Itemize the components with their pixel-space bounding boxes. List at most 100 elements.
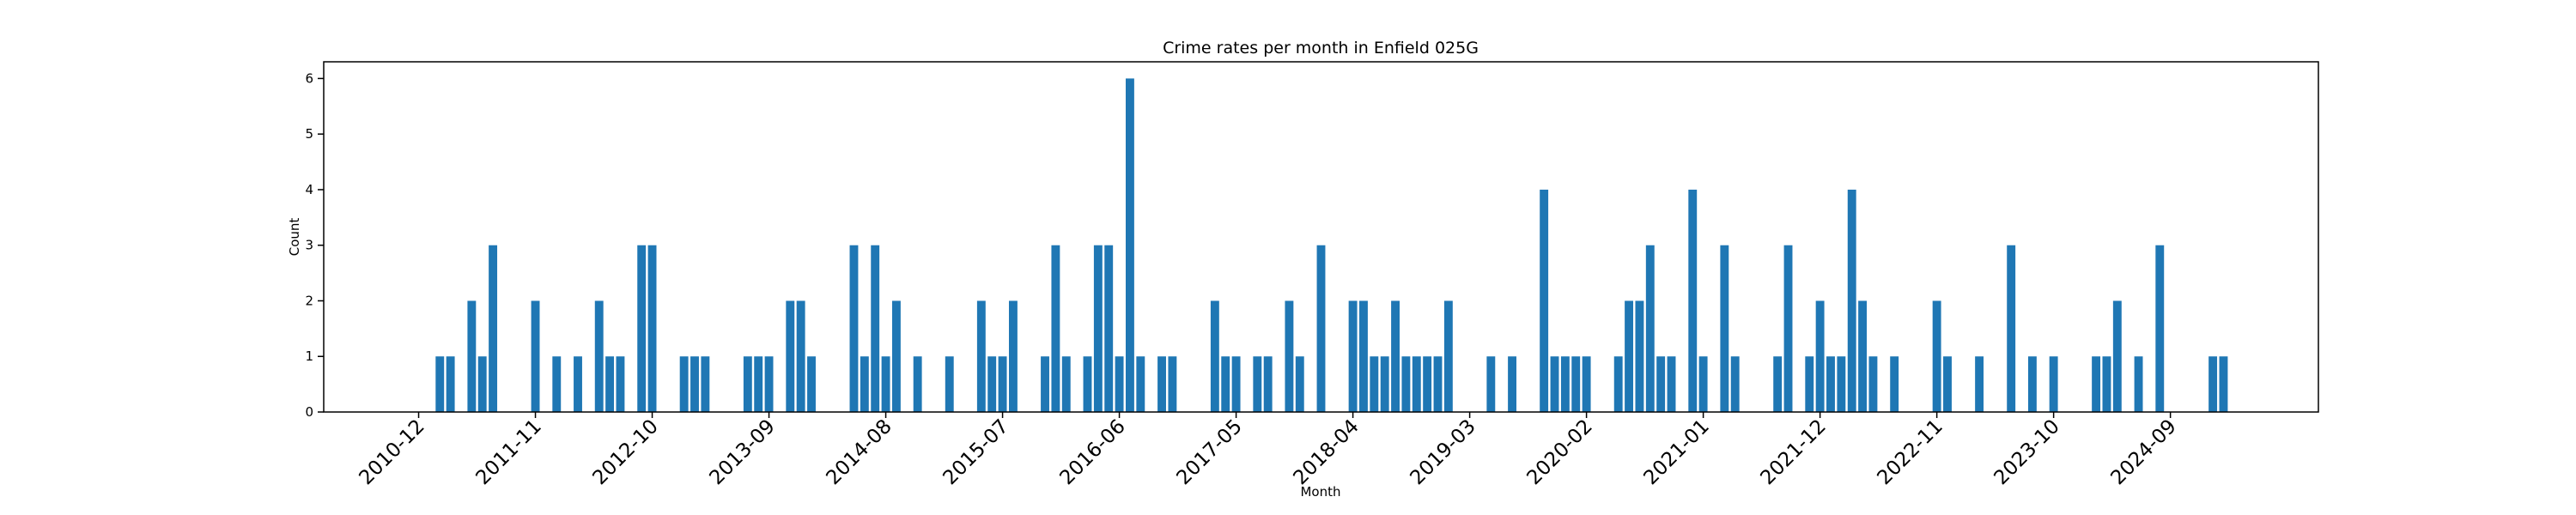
bar xyxy=(1550,356,1559,412)
y-axis-label: Count xyxy=(287,218,302,257)
y-tick-label: 6 xyxy=(305,70,313,86)
bar xyxy=(1061,356,1071,412)
bar xyxy=(1486,356,1496,412)
bar xyxy=(1316,245,1326,412)
bar xyxy=(1041,356,1049,412)
x-tick-label: 2022-11 xyxy=(1874,415,1947,489)
bar xyxy=(1613,356,1623,412)
x-axis-label: Month xyxy=(1300,484,1340,500)
bar xyxy=(1858,300,1868,412)
bar xyxy=(976,300,986,412)
bar xyxy=(1837,356,1846,412)
bar xyxy=(1168,356,1177,412)
bar xyxy=(1847,189,1856,412)
bar xyxy=(574,356,582,412)
bar xyxy=(754,356,763,412)
y-tick-label: 0 xyxy=(305,404,313,420)
x-tick-label: 2010-12 xyxy=(355,415,428,489)
bar xyxy=(594,300,604,412)
bar xyxy=(1083,356,1092,412)
x-tick-label: 2020-02 xyxy=(1523,415,1597,489)
x-tick-label: 2021-12 xyxy=(1757,415,1831,489)
bar xyxy=(489,245,498,412)
bar xyxy=(1263,356,1273,412)
bar xyxy=(786,300,795,412)
bar xyxy=(1571,356,1581,412)
bar xyxy=(1412,356,1421,412)
bar xyxy=(913,356,922,412)
bar xyxy=(1348,300,1358,412)
y-tick-label: 4 xyxy=(305,182,313,197)
bar xyxy=(531,300,540,412)
bar xyxy=(1826,356,1835,412)
bar xyxy=(701,356,710,412)
bar xyxy=(2112,300,2122,412)
bar xyxy=(637,245,647,412)
bar xyxy=(435,356,445,412)
bar xyxy=(2208,356,2218,412)
bar xyxy=(849,245,859,412)
bar xyxy=(764,356,774,412)
bar xyxy=(1115,356,1124,412)
bar xyxy=(2092,356,2101,412)
x-tick-label: 2021-01 xyxy=(1640,415,1714,489)
bar xyxy=(1125,78,1134,412)
bar xyxy=(679,356,689,412)
y-tick-label: 1 xyxy=(305,348,313,364)
x-tick-label: 2011-11 xyxy=(471,415,545,489)
bar xyxy=(1688,189,1698,412)
bar xyxy=(1508,356,1517,412)
bar xyxy=(1720,245,1729,412)
bar xyxy=(1370,356,1379,412)
bar xyxy=(1656,356,1666,412)
bar xyxy=(2049,356,2058,412)
bar xyxy=(1295,356,1304,412)
bar xyxy=(552,356,562,412)
bar xyxy=(1157,356,1166,412)
bar xyxy=(1890,356,1899,412)
bar xyxy=(1231,356,1241,412)
bar xyxy=(998,356,1007,412)
bar xyxy=(647,245,657,412)
bar xyxy=(2219,356,2228,412)
x-tick-label: 2015-07 xyxy=(939,415,1012,489)
bar xyxy=(1423,356,1432,412)
bar xyxy=(1582,356,1591,412)
bar xyxy=(2155,245,2165,412)
y-tick-label: 5 xyxy=(305,126,313,142)
x-tick-label: 2013-09 xyxy=(705,415,779,489)
bar xyxy=(1560,356,1570,412)
bar xyxy=(945,356,954,412)
bar xyxy=(1635,300,1644,412)
bar xyxy=(1815,300,1825,412)
bar xyxy=(2134,356,2143,412)
bar xyxy=(1401,356,1411,412)
x-tick-label: 2018-04 xyxy=(1289,415,1363,489)
bar xyxy=(1805,356,1814,412)
bar xyxy=(1285,300,1294,412)
bar xyxy=(446,356,455,412)
bar xyxy=(1773,356,1783,412)
bar xyxy=(1783,245,1793,412)
y-tick-label: 3 xyxy=(305,238,313,253)
bar xyxy=(1136,356,1145,412)
bar xyxy=(796,300,805,412)
y-tick-label: 2 xyxy=(305,293,313,308)
x-tick-label: 2016-06 xyxy=(1055,415,1129,489)
bar xyxy=(1380,356,1389,412)
bar xyxy=(860,356,869,412)
bar xyxy=(1667,356,1676,412)
bar xyxy=(1093,245,1103,412)
bar xyxy=(743,356,752,412)
bar xyxy=(2007,245,2016,412)
bar xyxy=(1698,356,1708,412)
bar xyxy=(1932,300,1941,412)
bar xyxy=(1730,356,1740,412)
bar xyxy=(616,356,625,412)
bar xyxy=(477,356,487,412)
bar xyxy=(467,300,477,412)
bar xyxy=(2102,356,2111,412)
bar xyxy=(807,356,816,412)
bar xyxy=(1104,245,1114,412)
